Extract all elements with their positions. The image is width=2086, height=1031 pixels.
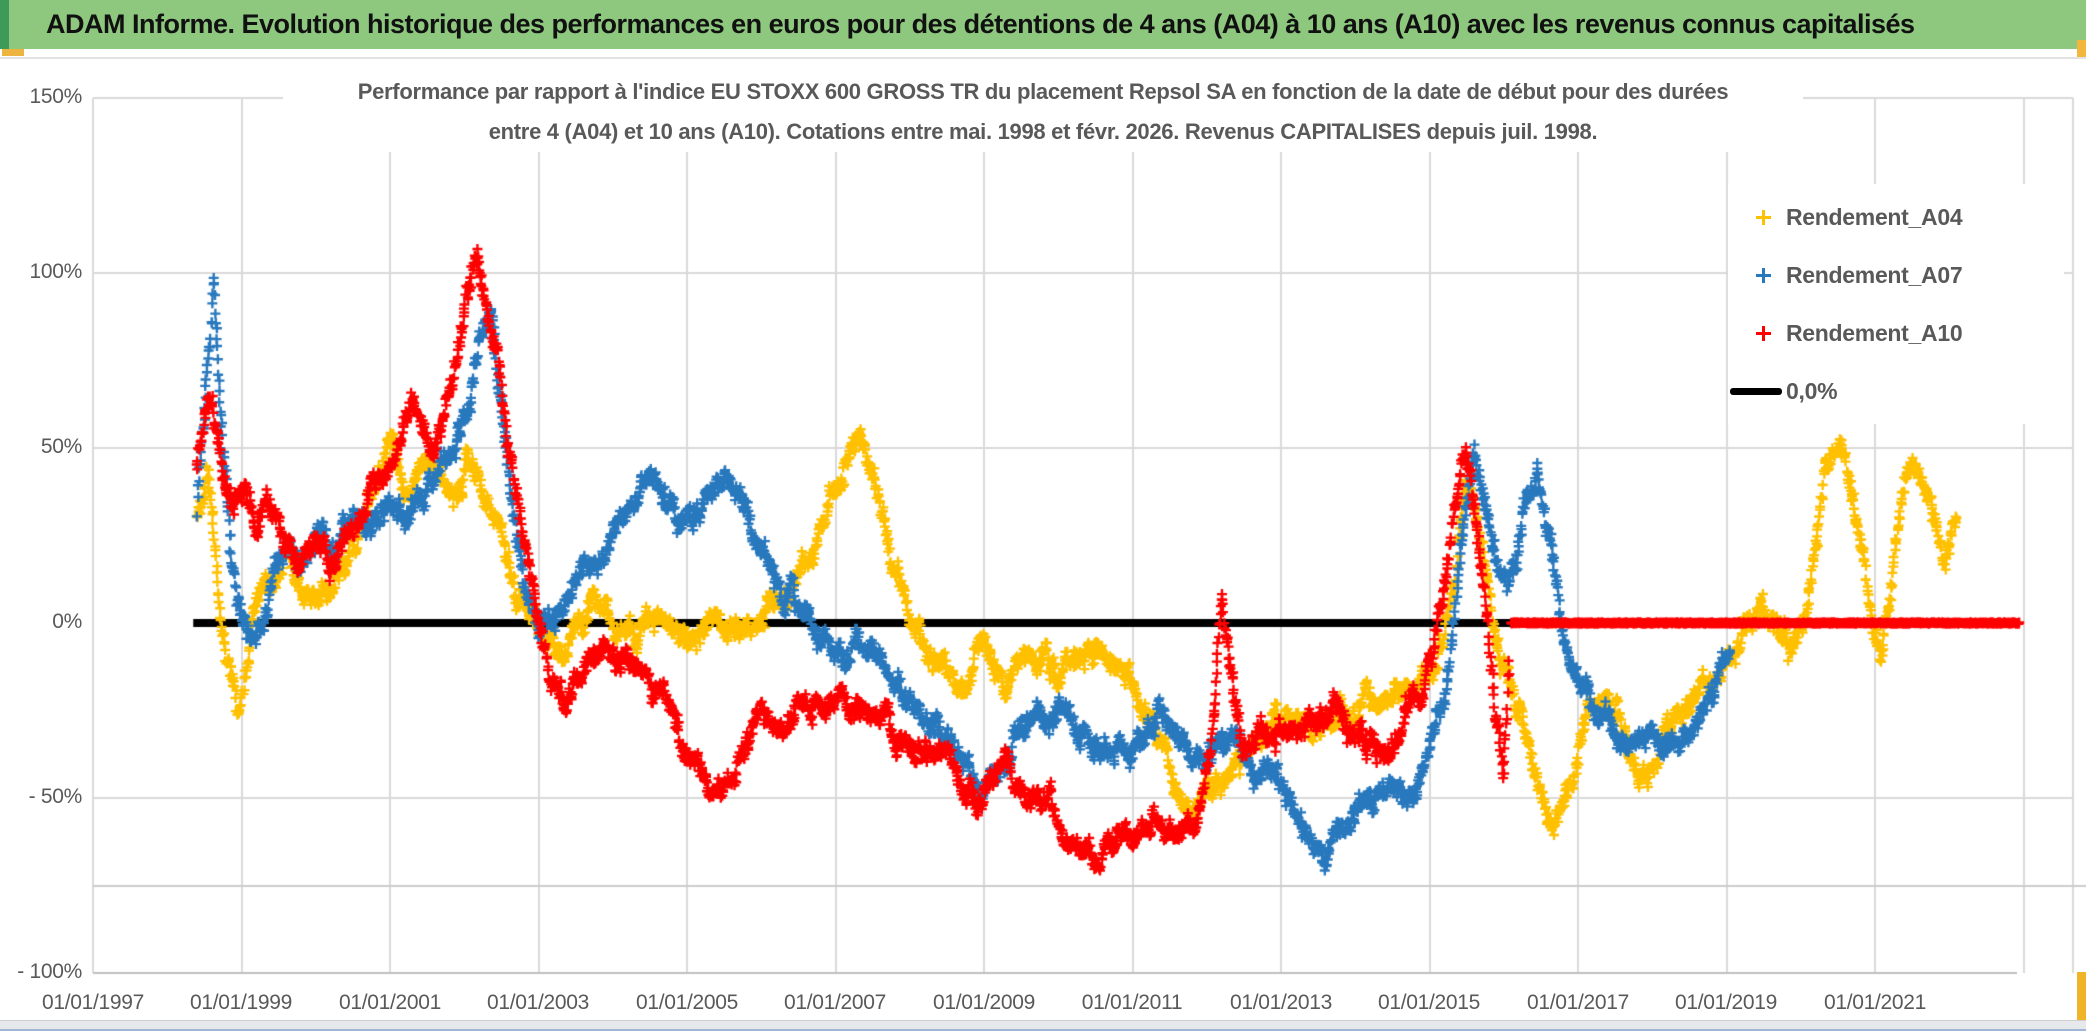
legend-label: 0,0%: [1786, 377, 1838, 404]
x-axis-label: 01/01/2009: [932, 991, 1036, 1014]
x-axis-label: 01/01/2021: [1823, 991, 1927, 1014]
legend-label: Rendement_A04: [1786, 203, 1963, 230]
chart-title-line2: entre 4 (A04) et 10 ans (A10). Cotations…: [488, 119, 1598, 144]
plus-marker-icon: [1728, 207, 1786, 227]
x-axis-label: 01/01/2019: [1674, 991, 1778, 1014]
bottom-window-edge: [0, 1029, 2086, 1031]
legend-label: Rendement_A10: [1786, 319, 1963, 346]
x-axis-label: 01/01/2017: [1526, 991, 1630, 1014]
x-axis-label: 01/01/2013: [1229, 991, 1333, 1014]
y-axis-label: - 100%: [17, 960, 82, 983]
x-axis-label: 01/01/2001: [338, 991, 442, 1014]
x-axis-label: 01/01/2007: [783, 991, 887, 1014]
legend-item-rendement-a04: Rendement_A04: [1728, 188, 2064, 246]
y-axis-label: 50%: [40, 435, 82, 458]
y-axis-label: - 50%: [28, 785, 83, 808]
x-axis-label: 01/01/2011: [1081, 991, 1183, 1014]
plus-marker-icon: [1728, 265, 1786, 285]
chart-legend: Rendement_A04 Rendement_A07 Rendement_A1…: [1728, 184, 2064, 424]
legend-item-rendement-a10: Rendement_A10: [1728, 304, 2064, 362]
x-axis-label: 01/01/1997: [41, 991, 145, 1014]
y-axis-label: 0%: [52, 610, 82, 633]
x-axis-label: 01/01/2005: [635, 991, 739, 1014]
x-axis-label: 01/01/2015: [1377, 991, 1481, 1014]
x-axis-label: 01/01/1999: [189, 991, 293, 1014]
y-axis-label: 100%: [29, 260, 82, 283]
plus-marker-icon: [1728, 323, 1786, 343]
bottom-sheet-band: [0, 1020, 2086, 1031]
legend-item-zero-line: 0,0%: [1728, 362, 2064, 420]
legend-item-rendement-a07: Rendement_A07: [1728, 246, 2064, 304]
chart-title: Performance par rapport à l'indice EU ST…: [283, 72, 1803, 152]
x-axis-label: 01/01/2003: [486, 991, 590, 1014]
line-marker-icon: [1728, 381, 1786, 401]
y-axis-label: 150%: [29, 85, 82, 108]
chart-title-line1: Performance par rapport à l'indice EU ST…: [357, 79, 1729, 104]
legend-label: Rendement_A07: [1786, 261, 1963, 288]
